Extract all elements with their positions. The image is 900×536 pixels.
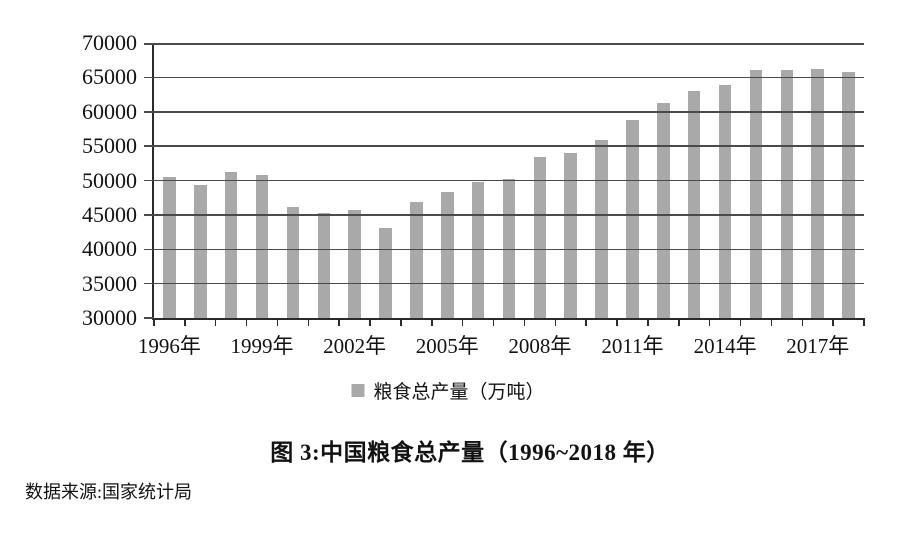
bar [842,71,855,318]
x-axis-tick [554,318,557,326]
bar [163,177,176,318]
y-axis-label: 30000 [82,305,137,330]
gridline [154,145,864,147]
bar [441,191,454,318]
x-axis-tick [153,318,155,326]
bar [718,84,732,318]
y-axis-label: 55000 [82,133,137,159]
x-axis-tick [400,318,402,326]
x-axis-tick [245,318,248,326]
x-axis-tick [616,318,618,326]
y-axis-tick [144,317,154,319]
bar [749,70,763,318]
y-axis-label: 70000 [82,30,137,55]
x-axis-tick [863,318,865,326]
gridline [154,111,864,113]
gridline [154,76,864,79]
bar [317,213,331,318]
bar [533,156,547,318]
bar [687,90,701,318]
bar [255,174,269,318]
x-axis-label: 2017年 [786,334,850,358]
gridline [154,282,864,285]
gridline [154,214,864,216]
x-axis-tick [801,318,803,326]
x-axis-tick [461,318,464,326]
x-axis-label: 1999年 [230,334,294,358]
bar [564,153,577,318]
x-axis-tick [214,318,217,326]
bar [224,172,238,318]
bar [410,201,423,318]
gridline [154,43,864,45]
gridline [154,248,864,250]
x-axis-label: 2005年 [415,334,479,358]
y-axis-tick [144,145,154,147]
chart-legend: 粮食总产量（万吨） [351,377,545,404]
y-axis-tick [144,282,154,285]
x-axis-tick [678,318,680,326]
bar [379,228,392,318]
y-axis-tick [144,214,154,216]
bar [595,139,608,318]
x-axis-tick [492,318,495,326]
y-axis-tick [144,111,154,113]
y-axis-label: 45000 [82,201,137,227]
x-axis-tick [338,318,340,326]
bar [348,210,361,318]
x-axis-tick [708,318,711,326]
x-axis-label: 2002年 [323,334,387,358]
x-axis-tick [184,318,186,326]
x-axis-label: 2014年 [693,334,757,358]
x-axis-tick [369,318,371,326]
x-axis-label: 2011年 [601,334,664,358]
y-axis-tick [144,179,154,182]
bar [811,69,824,318]
bar [286,206,300,318]
y-axis-label: 40000 [82,236,137,262]
y-axis-label: 60000 [82,98,137,124]
bar [626,119,639,318]
legend-label: 粮食总产量（万吨） [373,382,545,403]
bar [657,103,670,318]
x-axis-tick [276,318,279,326]
x-axis-tick [647,318,649,326]
gridline [154,179,864,182]
figure-caption: 图 3:中国粮食总产量（1996~2018 年） [270,440,670,465]
x-axis-tick [523,318,526,326]
x-axis-label: 2008年 [508,334,572,358]
y-axis-tick [144,76,154,79]
plot-area: 70000 65000 60000 55000 50000 45000 40000 35000… [82,30,865,358]
x-axis-label: 1996年 [137,334,201,358]
x-axis-tick [585,318,587,326]
x-axis-tick [307,318,310,326]
y-axis-label: 50000 [82,167,137,193]
x-axis-tick [431,318,433,326]
y-axis-label: 35000 [82,270,137,296]
x-axis-tick [832,318,834,326]
bar [194,184,207,318]
bar [780,70,794,318]
x-axis-tick [739,318,742,326]
x-axis-tick [770,318,773,326]
y-axis-label: 65000 [82,64,137,90]
y-axis-tick [144,43,154,45]
data-source: 数据来源:国家统计局 [25,482,193,502]
y-axis-tick [144,248,154,250]
legend-marker-icon [351,384,365,397]
